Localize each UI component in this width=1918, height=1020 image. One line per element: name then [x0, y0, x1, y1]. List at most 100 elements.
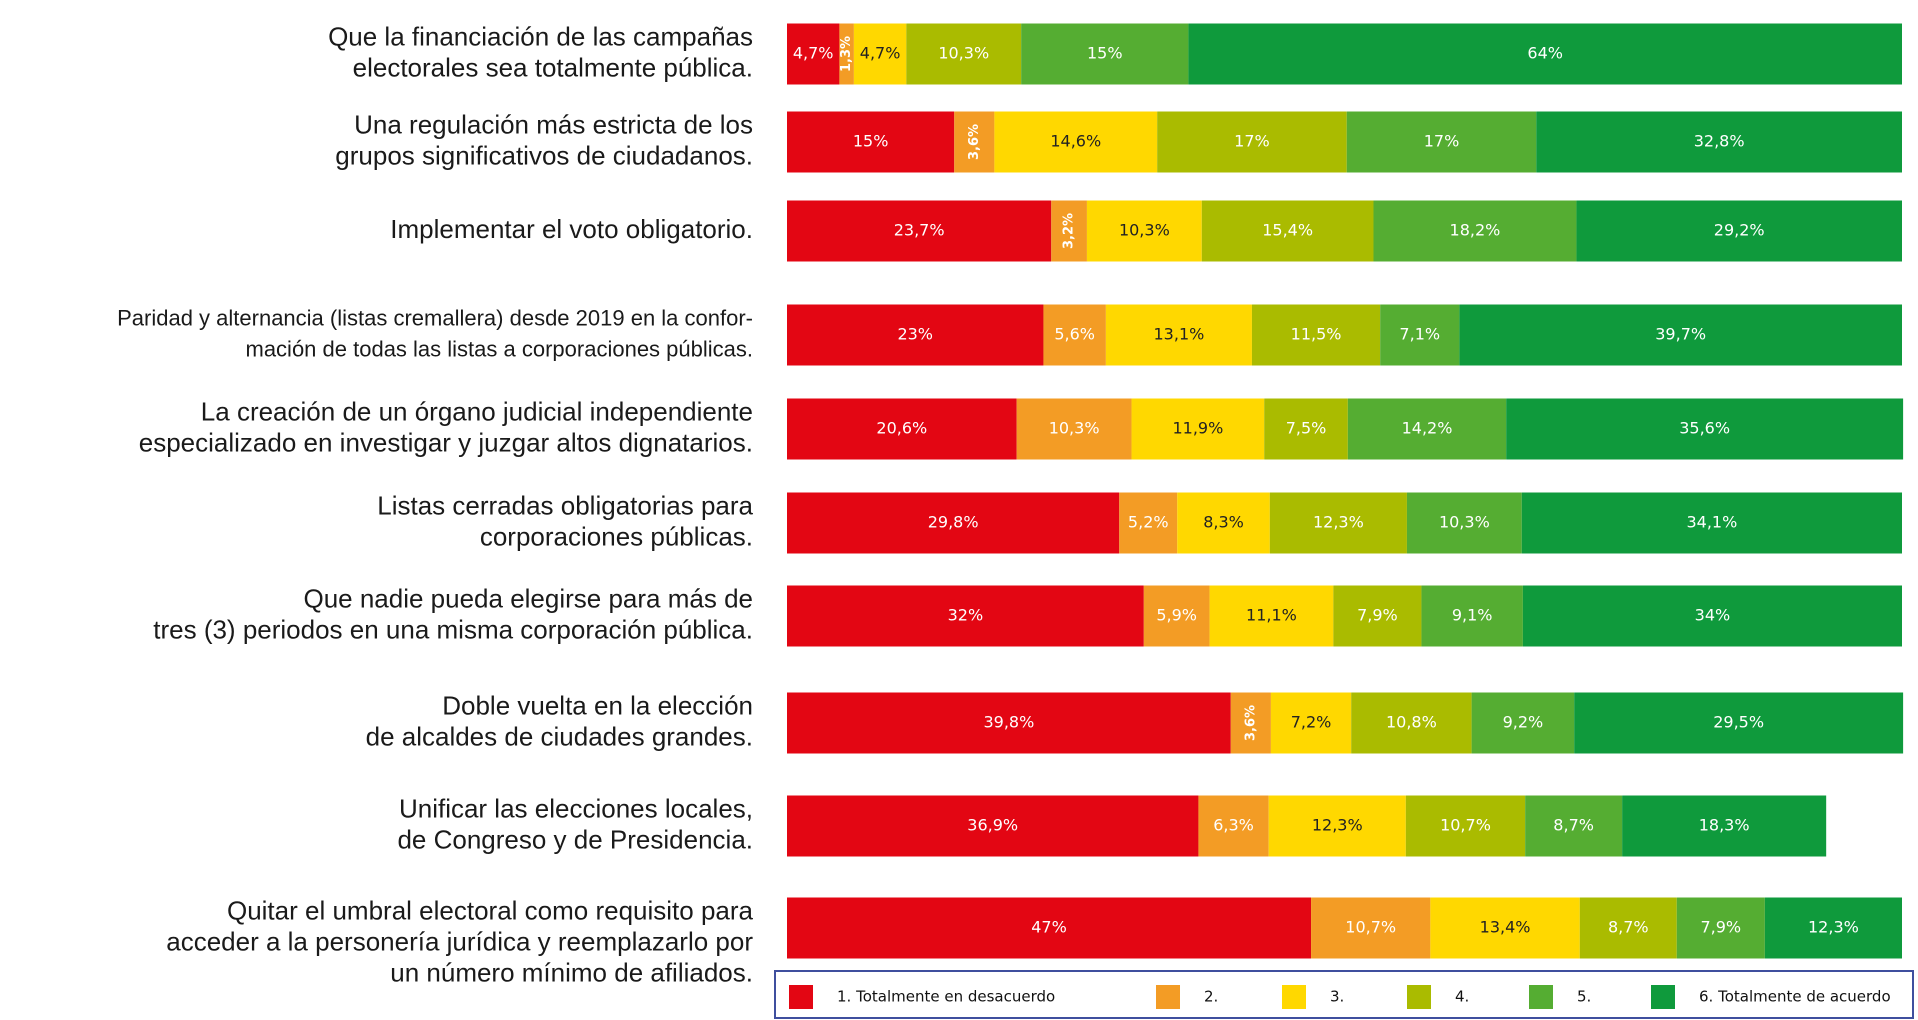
bar-segment	[787, 585, 1144, 647]
bar-segment	[787, 492, 1120, 554]
legend-label: 3.	[1330, 988, 1344, 1006]
value-label: 5,6%	[1054, 325, 1095, 344]
value-label: 3,6%	[967, 124, 982, 160]
bar-segment	[787, 897, 1312, 959]
value-label: 20,6%	[876, 419, 927, 438]
value-label: 9,2%	[1503, 713, 1544, 732]
bar-segment	[906, 23, 1022, 85]
legend-swatch	[1282, 985, 1306, 1009]
legend-label: 4.	[1455, 988, 1469, 1006]
value-label: 14,2%	[1402, 419, 1453, 438]
bar-segment	[787, 23, 840, 85]
value-label: 8,7%	[1553, 816, 1594, 835]
value-label: 5,9%	[1156, 606, 1197, 625]
bar-segment	[1268, 795, 1406, 857]
value-label: 4,7%	[793, 44, 834, 63]
bar-segment	[1579, 897, 1677, 959]
value-label: 1,3%	[839, 36, 854, 72]
legend-swatch	[1407, 985, 1431, 1009]
bar-segment	[1230, 692, 1271, 754]
bar-segment	[1351, 692, 1472, 754]
value-label: 8,3%	[1203, 513, 1244, 532]
category-label: de alcaldes de ciudades grandes.	[366, 721, 753, 751]
bar-segment	[787, 795, 1199, 857]
value-label: 36,9%	[967, 816, 1018, 835]
value-label: 29,5%	[1713, 713, 1764, 732]
bar-segment	[1373, 200, 1577, 262]
bar-segment	[1471, 692, 1575, 754]
bar-segment	[1264, 398, 1348, 460]
bar-segment	[1536, 111, 1902, 173]
bar-segment	[1177, 492, 1270, 554]
bar-segment	[1522, 585, 1902, 647]
category-label: electorales sea totalmente pública.	[353, 52, 753, 82]
value-label: 8,7%	[1608, 918, 1649, 937]
value-label: 39,7%	[1655, 325, 1706, 344]
bar-segment	[787, 200, 1052, 262]
legend-label: 1. Totalmente en desacuerdo	[837, 988, 1055, 1006]
value-label: 12,3%	[1312, 816, 1363, 835]
value-label: 32,8%	[1694, 132, 1745, 151]
bar-segment	[1576, 200, 1902, 262]
bar-segment	[1269, 492, 1407, 554]
bar-segment	[1333, 585, 1422, 647]
value-label: 3,2%	[1062, 213, 1077, 249]
bar-segment	[1157, 111, 1347, 173]
value-label: 29,2%	[1714, 221, 1765, 240]
bar-segment	[1051, 200, 1087, 262]
value-label: 18,2%	[1450, 221, 1501, 240]
category-label: Doble vuelta en la elección	[442, 690, 753, 720]
bar-segment	[1209, 585, 1334, 647]
value-label: 39,8%	[983, 713, 1034, 732]
value-label: 17%	[1424, 132, 1460, 151]
bar-segment	[1622, 795, 1827, 857]
value-label: 15%	[1087, 44, 1123, 63]
value-label: 13,4%	[1480, 918, 1531, 937]
value-label: 23,7%	[894, 221, 945, 240]
value-label: 34,1%	[1686, 513, 1737, 532]
value-label: 5,2%	[1128, 513, 1169, 532]
category-label: grupos significativos de ciudadanos.	[335, 140, 753, 170]
bar-segment	[1421, 585, 1523, 647]
bar-segment	[1043, 304, 1106, 366]
bar-segment	[787, 304, 1044, 366]
value-label: 7,5%	[1286, 419, 1327, 438]
bar-segment	[787, 692, 1231, 754]
value-label: 32%	[948, 606, 984, 625]
legend-swatch	[1156, 985, 1180, 1009]
bar-segment	[839, 23, 854, 85]
value-label: 23%	[897, 325, 933, 344]
value-label: 7,9%	[1357, 606, 1398, 625]
bar-segment	[1574, 692, 1904, 754]
bar-segment	[1525, 795, 1623, 857]
legend-label: 2.	[1204, 988, 1218, 1006]
value-label: 34%	[1695, 606, 1731, 625]
legend-label: 6. Totalmente de acuerdo	[1699, 988, 1891, 1006]
bar-segment	[1676, 897, 1765, 959]
bar-segment	[1270, 692, 1352, 754]
value-label: 3,6%	[1243, 705, 1258, 741]
bar-segment	[1016, 398, 1132, 460]
value-label: 4,7%	[860, 44, 901, 63]
bar-segment	[994, 111, 1158, 173]
bar-segment	[1506, 398, 1904, 460]
value-label: 11,5%	[1291, 325, 1342, 344]
value-label: 6,3%	[1213, 816, 1254, 835]
bar-segment	[787, 111, 955, 173]
value-label: 12,3%	[1808, 918, 1859, 937]
value-label: 10,3%	[1119, 221, 1170, 240]
value-label: 10,7%	[1440, 816, 1491, 835]
category-label: especializado en investigar y juzgar alt…	[139, 427, 753, 457]
value-label: 29,8%	[928, 513, 979, 532]
bar-segment	[853, 23, 907, 85]
category-label: Listas cerradas obligatorias para	[377, 490, 753, 520]
category-label: de Congreso y de Presidencia.	[397, 824, 753, 854]
legend-box	[774, 970, 1914, 1019]
category-label: Paridad y alternancia (listas cremallera…	[117, 305, 753, 330]
bar-segment	[1198, 795, 1269, 857]
value-label: 47%	[1031, 918, 1067, 937]
bar-segment	[1347, 398, 1507, 460]
bar-segment	[1380, 304, 1460, 366]
bar-segment	[787, 398, 1017, 460]
